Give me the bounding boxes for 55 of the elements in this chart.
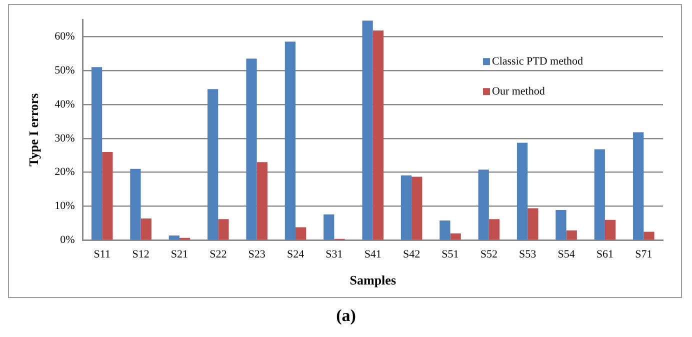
x-tick-label: S42 xyxy=(403,248,420,261)
bar xyxy=(566,230,577,240)
y-tick-label: 0% xyxy=(60,234,75,246)
x-axis-title: Samples xyxy=(350,272,396,288)
x-tick-label: S41 xyxy=(364,248,382,261)
bar xyxy=(362,20,373,240)
x-tick-label: S23 xyxy=(248,248,266,261)
x-tick-label: S12 xyxy=(132,248,150,261)
x-tick-label: S21 xyxy=(170,248,188,261)
bar xyxy=(284,42,296,240)
y-tick-label: 30% xyxy=(54,132,75,144)
bar xyxy=(372,30,384,240)
y-tick-label: 50% xyxy=(54,64,75,76)
x-tick-label: S11 xyxy=(94,248,110,261)
bar xyxy=(450,233,461,240)
bar xyxy=(256,162,268,240)
bar xyxy=(633,132,644,240)
x-tick-label: S52 xyxy=(480,248,498,261)
bar xyxy=(528,208,538,240)
bar xyxy=(440,220,450,240)
legend-label: Our method xyxy=(492,85,546,98)
y-tick-label: 10% xyxy=(54,200,75,212)
bar xyxy=(208,89,218,240)
bar xyxy=(324,214,334,240)
bar xyxy=(246,58,257,240)
bar xyxy=(400,175,412,240)
bar xyxy=(594,149,605,240)
y-axis-title: Type I errors xyxy=(26,93,42,166)
x-tick-label: S24 xyxy=(286,248,305,261)
bar xyxy=(488,219,500,240)
bar xyxy=(296,227,306,240)
bar xyxy=(412,176,422,240)
bar xyxy=(644,232,654,240)
legend-label: Classic PTD method xyxy=(492,55,584,68)
bar xyxy=(478,170,489,240)
x-tick-label: S22 xyxy=(210,248,227,261)
x-tick-label: S61 xyxy=(596,248,614,261)
bar xyxy=(91,67,102,240)
bar xyxy=(130,168,141,240)
bar xyxy=(102,152,113,240)
bar xyxy=(218,219,229,240)
x-tick-label: S31 xyxy=(326,248,343,261)
y-tick-label: 60% xyxy=(54,30,75,42)
x-tick-label: S71 xyxy=(635,248,652,261)
x-tick-label: S51 xyxy=(442,248,459,261)
y-tick-label: 20% xyxy=(54,166,75,178)
x-tick-label: S53 xyxy=(519,248,537,261)
x-tick-label: S54 xyxy=(558,248,576,261)
bar xyxy=(168,235,180,240)
bar xyxy=(516,142,528,240)
bar xyxy=(556,210,566,240)
text: (a) xyxy=(335,306,357,326)
bar xyxy=(604,220,616,240)
y-tick-label: 40% xyxy=(54,98,75,110)
bar xyxy=(140,218,152,240)
